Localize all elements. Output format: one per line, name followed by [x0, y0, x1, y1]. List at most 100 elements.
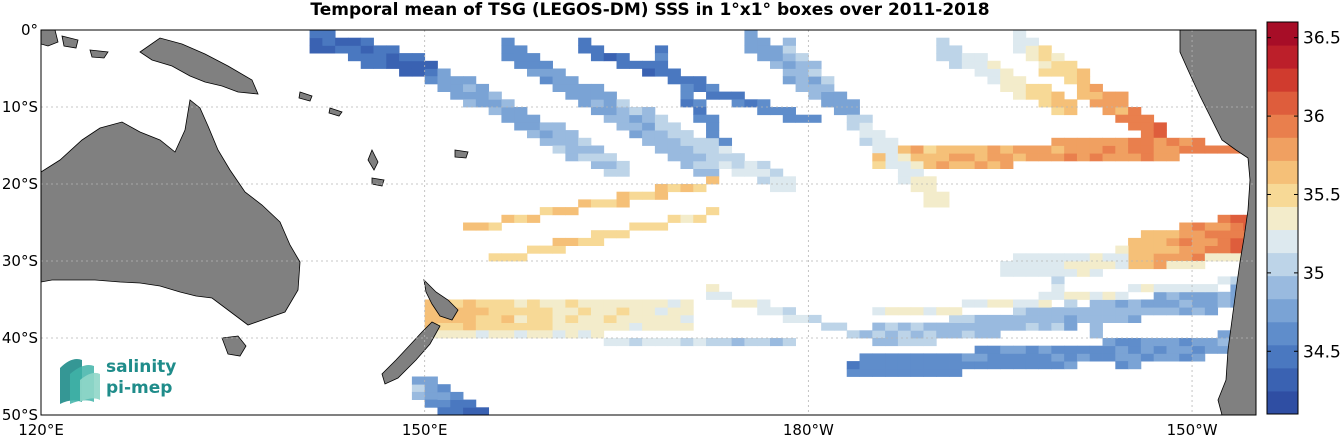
sss-cell: [680, 184, 694, 193]
sss-cell: [1064, 299, 1078, 308]
sss-cell: [1320, 292, 1333, 300]
sss-cell: [1179, 230, 1193, 239]
sss-cell: [897, 353, 912, 362]
sss-cell: [1115, 107, 1129, 116]
sss-cell: [693, 76, 707, 85]
colorbar-swatch: [1267, 137, 1298, 161]
sss-cell: [910, 338, 924, 347]
sss-cell: [1166, 299, 1180, 308]
sss-cell: [1179, 345, 1193, 354]
sss-cell: [1115, 307, 1129, 316]
sss-cell: [514, 60, 528, 69]
sss-cell: [1089, 253, 1103, 262]
sss-cell: [1320, 330, 1333, 338]
sss-cell: [949, 361, 963, 370]
sss-cell: [1153, 284, 1167, 293]
sss-cell: [782, 68, 796, 77]
sss-cell: [1140, 245, 1155, 254]
sss-cell: [616, 107, 630, 116]
sss-cell: [1000, 322, 1014, 331]
sss-cell: [578, 307, 592, 316]
sss-cell: [846, 99, 860, 108]
sss-cell: [386, 45, 400, 54]
sss-cell: [437, 330, 451, 339]
sss-cell: [706, 176, 720, 185]
sss-cell: [1192, 345, 1206, 354]
sss-cell: [961, 145, 976, 154]
sss-cell: [514, 122, 528, 131]
sss-cell: [1089, 83, 1103, 92]
sss-cell: [450, 76, 464, 85]
sss-cell: [1115, 253, 1129, 262]
sss-cell: [706, 122, 720, 131]
sss-cell: [782, 184, 796, 193]
sss-cell: [1064, 145, 1078, 154]
sss-cell: [1192, 245, 1206, 254]
sss-cell: [757, 160, 771, 169]
sss-cell: [527, 122, 541, 131]
sss-cell: [590, 330, 605, 339]
sss-cell: [603, 307, 617, 316]
sss-cell: [1166, 353, 1180, 362]
sss-cell: [1064, 314, 1078, 323]
sss-cell: [552, 83, 566, 92]
sss-cell: [974, 361, 988, 370]
sss-cell: [961, 53, 976, 62]
sss-cell: [603, 91, 617, 100]
sss-cell: [476, 415, 489, 423]
sss-cell: [514, 322, 528, 331]
sss-cell: [936, 361, 950, 370]
sss-cell: [1179, 137, 1193, 146]
sss-cell: [642, 314, 656, 323]
sss-cell: [885, 153, 899, 162]
sss-cell: [1179, 299, 1193, 308]
sss-cell: [795, 68, 809, 77]
sss-cell: [961, 160, 976, 169]
sss-cell: [1307, 253, 1320, 261]
sss-cell: [693, 145, 707, 154]
sss-cell: [897, 153, 912, 162]
sss-cell: [1051, 314, 1065, 323]
sss-cell: [629, 222, 643, 231]
sss-cell: [1307, 223, 1320, 231]
sss-cell: [590, 199, 605, 208]
sss-cell: [642, 60, 656, 69]
sss-cell: [1115, 114, 1129, 123]
sss-cell: [1076, 153, 1091, 162]
sss-cell: [1064, 60, 1078, 69]
sss-cell: [616, 338, 630, 347]
sss-cell: [667, 145, 681, 154]
sss-cell: [488, 322, 502, 331]
sss-cell: [1089, 353, 1103, 362]
sss-cell: [910, 353, 924, 362]
sss-cell: [463, 415, 476, 423]
sss-cell: [463, 307, 477, 316]
sss-cell: [872, 130, 886, 139]
sss-cell: [667, 130, 681, 139]
sss-cell: [974, 353, 988, 362]
sss-cell: [1179, 284, 1193, 293]
sss-cell: [936, 153, 950, 162]
sss-cell: [974, 53, 988, 62]
colorbar-tick-labels: 36.5 36 35.5 35 34.5: [1267, 29, 1341, 362]
sss-cell: [603, 107, 617, 116]
sss-cell: [578, 322, 592, 331]
sss-cell: [846, 114, 860, 123]
sss-cell: [1204, 299, 1219, 308]
sss-cell: [1025, 307, 1039, 316]
sss-cell: [961, 153, 976, 162]
sss-cell: [1051, 153, 1065, 162]
sss-cell: [1128, 253, 1142, 262]
sss-cell: [1204, 291, 1219, 300]
sss-cell: [1217, 214, 1231, 223]
sss-cell: [411, 68, 426, 77]
sss-cell: [450, 391, 464, 400]
sss-cell: [1153, 291, 1167, 300]
sss-cell: [1140, 299, 1155, 308]
sss-cell: [1192, 338, 1206, 347]
sss-cell: [463, 322, 477, 331]
sss-cell: [1179, 291, 1193, 300]
sss-cell: [1051, 353, 1065, 362]
sss-cell: [897, 322, 912, 331]
sss-cell: [463, 299, 477, 308]
